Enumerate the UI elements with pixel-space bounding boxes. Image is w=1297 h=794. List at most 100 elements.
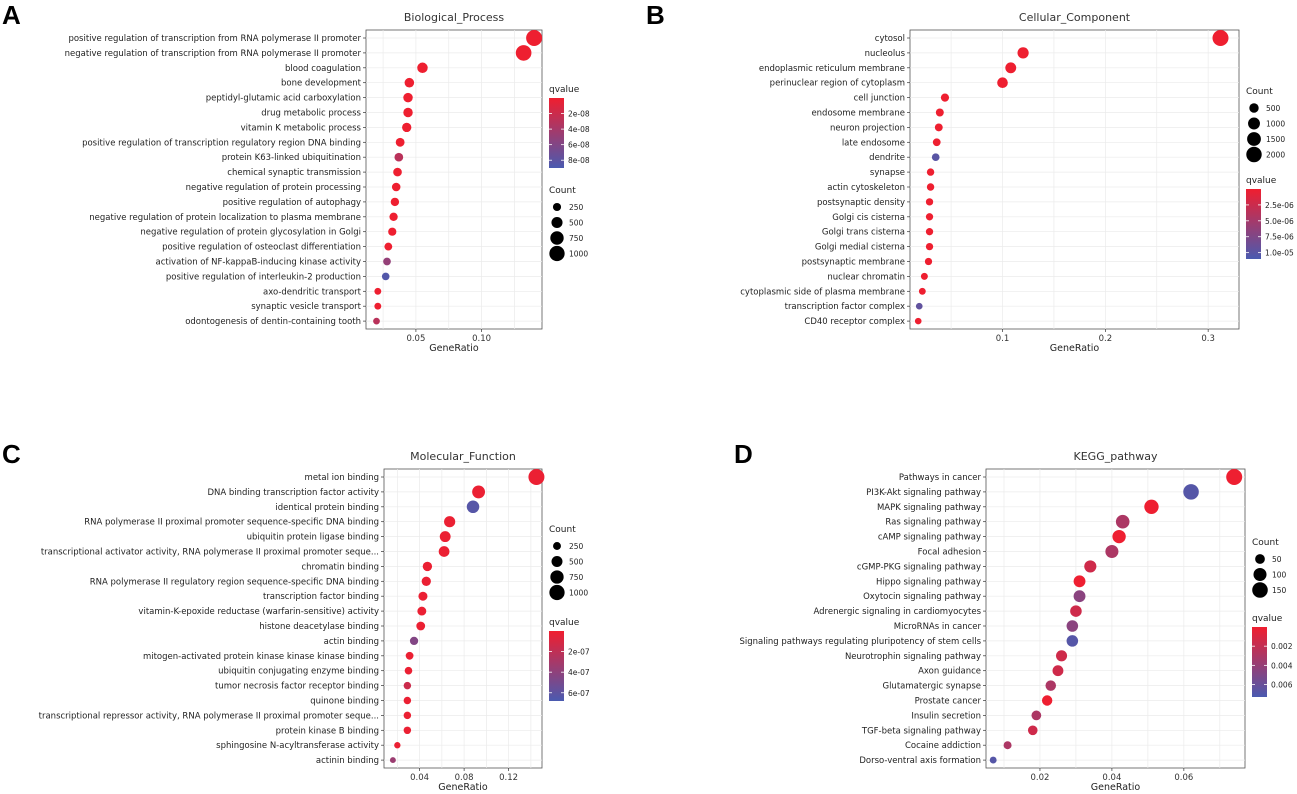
colorbar-label: 0.002 bbox=[1271, 642, 1293, 651]
data-point bbox=[914, 317, 922, 325]
colorbar-label: 6e-08 bbox=[568, 141, 590, 150]
data-point bbox=[403, 107, 413, 118]
category-label: blood coagulation bbox=[285, 64, 361, 74]
count-legend-dot bbox=[550, 231, 564, 245]
data-point bbox=[374, 302, 382, 310]
qvalue-legend-title: qvalue bbox=[1246, 176, 1277, 186]
x-axis-label: GeneRatio bbox=[429, 343, 479, 354]
category-label: identical protein binding bbox=[275, 503, 379, 513]
count-legend-label: 250 bbox=[569, 542, 584, 551]
data-point bbox=[438, 546, 450, 557]
data-point bbox=[915, 302, 923, 310]
data-point bbox=[1005, 62, 1017, 74]
category-label: Adrenergic signaling in cardiomyocytes bbox=[813, 607, 981, 617]
colorbar-label: 8e-08 bbox=[568, 156, 590, 165]
count-legend-dot bbox=[551, 216, 563, 229]
data-point bbox=[1115, 514, 1130, 529]
colorbar-label: 0.004 bbox=[1271, 661, 1293, 670]
category-label: vitamin-K-epoxide reductase (warfarin-se… bbox=[138, 607, 379, 617]
category-label: actin binding bbox=[324, 637, 379, 647]
x-tick-label: 0.12 bbox=[499, 773, 518, 783]
category-label: cGMP-PKG signaling pathway bbox=[857, 562, 981, 572]
category-label: negative regulation of protein glycosyla… bbox=[140, 228, 361, 238]
x-tick-label: 0.3 bbox=[1201, 334, 1215, 344]
category-label: Axon guidance bbox=[918, 667, 981, 677]
category-label: Hippo signaling pathway bbox=[876, 577, 981, 587]
category-label: PI3K-Akt signaling pathway bbox=[866, 488, 981, 498]
panel-letter-c: C bbox=[2, 439, 21, 469]
count-legend-title: Count bbox=[1252, 538, 1279, 548]
qvalue-colorbar bbox=[1252, 627, 1267, 697]
qvalue-legend-title: qvalue bbox=[549, 618, 580, 628]
data-point bbox=[1056, 650, 1068, 662]
count-legend-title: Count bbox=[1246, 87, 1273, 97]
panel-letter-b: B bbox=[646, 0, 665, 30]
colorbar-label: 4e-08 bbox=[568, 125, 590, 134]
category-label: Focal adhesion bbox=[918, 548, 981, 558]
panel-title: Molecular_Function bbox=[410, 450, 516, 463]
count-legend-label: 1000 bbox=[569, 250, 588, 259]
colorbar-label: 0.006 bbox=[1271, 681, 1293, 690]
category-label: Golgi trans cisterna bbox=[822, 228, 905, 238]
panel-title: KEGG_pathway bbox=[1074, 450, 1158, 463]
category-label: bone development bbox=[281, 79, 362, 89]
panel-title: Cellular_Component bbox=[1019, 11, 1131, 24]
category-label: DNA binding transcription factor activit… bbox=[207, 488, 379, 498]
category-label: Glutamatergic synapse bbox=[882, 682, 981, 692]
count-legend: Count 250 500 750 1000 bbox=[549, 186, 588, 262]
data-point bbox=[1226, 469, 1243, 485]
data-point bbox=[405, 651, 414, 660]
count-legend-title: Count bbox=[549, 525, 576, 535]
count-legend-title: Count bbox=[549, 186, 576, 196]
data-point bbox=[416, 621, 426, 631]
data-point bbox=[393, 167, 402, 177]
category-label: negative regulation of transcription fro… bbox=[65, 49, 362, 59]
category-label: Neurotrophin signaling pathway bbox=[845, 652, 981, 662]
qvalue-legend-title: qvalue bbox=[1252, 614, 1283, 624]
category-label: tumor necrosis factor receptor binding bbox=[215, 682, 379, 692]
data-point bbox=[389, 212, 398, 221]
count-legend-dot bbox=[1253, 567, 1267, 582]
count-legend-label: 500 bbox=[569, 558, 584, 567]
category-label: activation of NF-kappaB-inducing kinase … bbox=[155, 258, 361, 268]
data-point bbox=[381, 272, 390, 281]
x-tick-label: 0.04 bbox=[410, 773, 429, 783]
category-label: positive regulation of autophagy bbox=[223, 198, 361, 208]
data-point bbox=[403, 696, 412, 705]
data-point bbox=[390, 197, 400, 207]
category-label: positive regulation of interleukin-2 pro… bbox=[166, 272, 361, 282]
qvalue-colorbar bbox=[1246, 189, 1261, 259]
data-point bbox=[373, 317, 380, 325]
qvalue-colorbar bbox=[549, 631, 564, 701]
category-label: drug metabolic process bbox=[261, 109, 361, 119]
category-label: Ras signaling pathway bbox=[885, 518, 981, 528]
count-legend-label: 100 bbox=[1272, 571, 1287, 580]
x-tick-label: 0.02 bbox=[1030, 773, 1049, 783]
data-point bbox=[926, 168, 935, 176]
category-label: dendrite bbox=[869, 153, 905, 163]
count-legend-label: 1500 bbox=[1266, 135, 1285, 144]
plot-frame bbox=[909, 29, 1240, 330]
panel-letter-d: D bbox=[734, 439, 753, 469]
data-point bbox=[403, 681, 412, 690]
data-point bbox=[925, 213, 934, 221]
category-label: cytoplasmic side of plasma membrane bbox=[740, 287, 905, 297]
data-point bbox=[924, 257, 933, 266]
category-label: protein kinase B binding bbox=[276, 726, 379, 736]
category-label: CD40 receptor complex bbox=[804, 317, 905, 327]
data-point bbox=[1073, 575, 1086, 588]
count-legend-label: 500 bbox=[569, 219, 584, 228]
count-legend-label: 1000 bbox=[569, 589, 588, 598]
category-label: MAPK signaling pathway bbox=[877, 503, 981, 513]
category-label: Golgi cis cisterna bbox=[832, 213, 905, 223]
x-tick-label: 0.05 bbox=[406, 334, 425, 344]
data-point bbox=[1031, 710, 1042, 721]
category-label: nuclear chromatin bbox=[827, 272, 905, 282]
count-legend-dot bbox=[1249, 103, 1259, 113]
data-point bbox=[1112, 529, 1126, 544]
category-label: chemical synaptic transmission bbox=[227, 168, 361, 178]
data-point bbox=[925, 228, 934, 236]
data-point bbox=[417, 62, 428, 74]
category-label: positive regulation of transcription reg… bbox=[82, 138, 361, 148]
